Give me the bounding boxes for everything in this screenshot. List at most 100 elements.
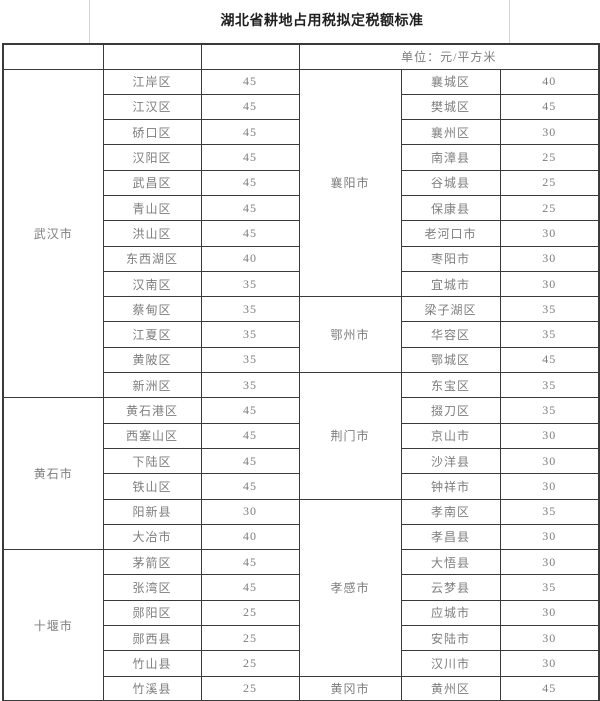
value-cell: 35 [200,296,300,323]
grid-artifact-line-right [509,0,510,43]
value-cell: 30 [499,549,600,576]
value-cell: 45 [200,574,300,601]
value-cell: 25 [499,194,600,222]
value-cell: 45 [200,169,300,196]
value-cell: 30 [499,650,600,677]
tax-standard-table: 单位：元/平方米 武汉市 江岸区 45 襄阳市 襄城区 40 江汉区 45 樊城区 45 硚口区 45… [2,43,600,701]
value-cell: 30 [200,498,300,525]
value-cell: 45 [200,194,300,222]
district-cell: 襄城区 [400,68,501,95]
district-cell: 郧西县 [102,625,202,652]
table-row: 新洲区 35 荆门市 东宝区 35 [3,372,600,500]
value-cell: 25 [200,625,300,652]
value-cell: 30 [499,523,600,551]
table-row: 东西湖区 40 枣阳市 30 [3,245,600,272]
district-cell: 宜城市 [400,270,501,298]
district-cell: 京山市 [400,422,501,449]
header-empty-cell [200,43,300,70]
district-cell: 阳新县 [102,498,202,525]
table-row: 郧西县 25 安陆市 30 [3,625,600,652]
table-row: 十堰市 茅箭区 45 大悟县 30 [2,549,600,701]
district-cell: 汉南区 [102,270,202,298]
table-row: 汉阳区 45 南漳县 25 [3,144,600,171]
value-cell: 40 [499,68,600,95]
district-cell: 郧阳区 [102,599,202,627]
table-row: 洪山区 45 老河口市 30 [3,220,600,247]
value-cell: 30 [499,473,600,500]
city-cell: 荆门市 [298,372,402,500]
city-cell: 十堰市 [2,549,104,701]
value-cell: 40 [200,245,300,272]
city-cell: 孝感市 [298,498,402,677]
value-cell: 35 [200,270,300,298]
district-cell: 武昌区 [102,169,202,196]
district-cell: 黄陂区 [102,346,202,374]
district-cell: 大冶市 [102,523,202,551]
city-cell: 武汉市 [2,68,104,399]
district-cell: 梁子湖区 [400,296,501,323]
district-cell: 蔡甸区 [102,296,202,323]
district-cell: 鄂城区 [400,346,501,374]
value-cell: 35 [499,321,600,348]
value-cell: 30 [499,625,600,652]
value-cell: 30 [499,422,600,449]
value-cell: 25 [499,169,600,196]
district-cell: 竹溪县 [102,675,202,701]
value-cell: 25 [200,650,300,677]
district-cell: 老河口市 [400,220,501,247]
value-cell: 45 [200,68,300,95]
value-cell: 35 [200,372,300,399]
district-cell: 孝昌县 [400,523,501,551]
district-cell: 东西湖区 [102,245,202,272]
district-cell: 下陆区 [102,447,202,475]
district-cell: 钟祥市 [400,473,501,500]
value-cell: 45 [200,144,300,171]
value-cell: 45 [200,397,300,424]
table-row: 铁山区 45 钟祥市 30 [3,473,600,500]
value-cell: 30 [499,220,600,247]
value-cell: 45 [499,93,600,121]
table-row: 武昌区 45 谷城县 25 [3,169,600,196]
value-cell: 35 [499,574,600,601]
value-cell: 45 [200,119,300,146]
city-cell: 襄阳市 [298,68,402,298]
value-cell: 30 [499,270,600,298]
district-cell: 谷城县 [400,169,501,196]
value-cell: 30 [499,599,600,627]
value-cell: 35 [499,397,600,424]
table-row: 江夏区 35 华容区 35 [3,321,600,348]
district-cell: 江夏区 [102,321,202,348]
header-empty-cell [2,43,104,70]
district-cell: 江汉区 [102,93,202,121]
district-cell: 东宝区 [400,372,501,399]
value-cell: 45 [499,346,600,374]
table-row: 蔡甸区 35 鄂州市 梁子湖区 35 [3,296,600,374]
district-cell: 江岸区 [102,68,202,95]
value-cell: 35 [499,296,600,323]
district-cell: 洪山区 [102,220,202,247]
table-row: 黄石市 黄石港区 45 掇刀区 35 [2,397,600,551]
district-cell: 张湾区 [102,574,202,601]
district-cell: 汉川市 [400,650,501,677]
table-row: 青山区 45 保康县 25 [3,194,600,222]
table-row: 郧阳区 25 应城市 30 [3,599,600,627]
district-cell: 云梦县 [400,574,501,601]
value-cell: 45 [200,220,300,247]
district-cell: 孝南区 [400,498,501,525]
value-cell: 45 [200,447,300,475]
value-cell: 30 [499,447,600,475]
city-cell: 黄冈市 [298,675,402,701]
table-row: 大冶市 40 孝昌县 30 [3,523,600,551]
district-cell: 竹山县 [102,650,202,677]
grid-artifact-line-left [89,0,90,43]
value-cell: 40 [200,523,300,551]
district-cell: 汉阳区 [102,144,202,171]
value-cell: 30 [499,245,600,272]
district-cell: 西塞山区 [102,422,202,449]
district-cell: 枣阳市 [400,245,501,272]
header-empty-cell [102,43,202,70]
district-cell: 襄州区 [400,119,501,146]
title-area: 湖北省耕地占用税拟定税额标准 [0,0,600,43]
value-cell: 35 [499,372,600,399]
